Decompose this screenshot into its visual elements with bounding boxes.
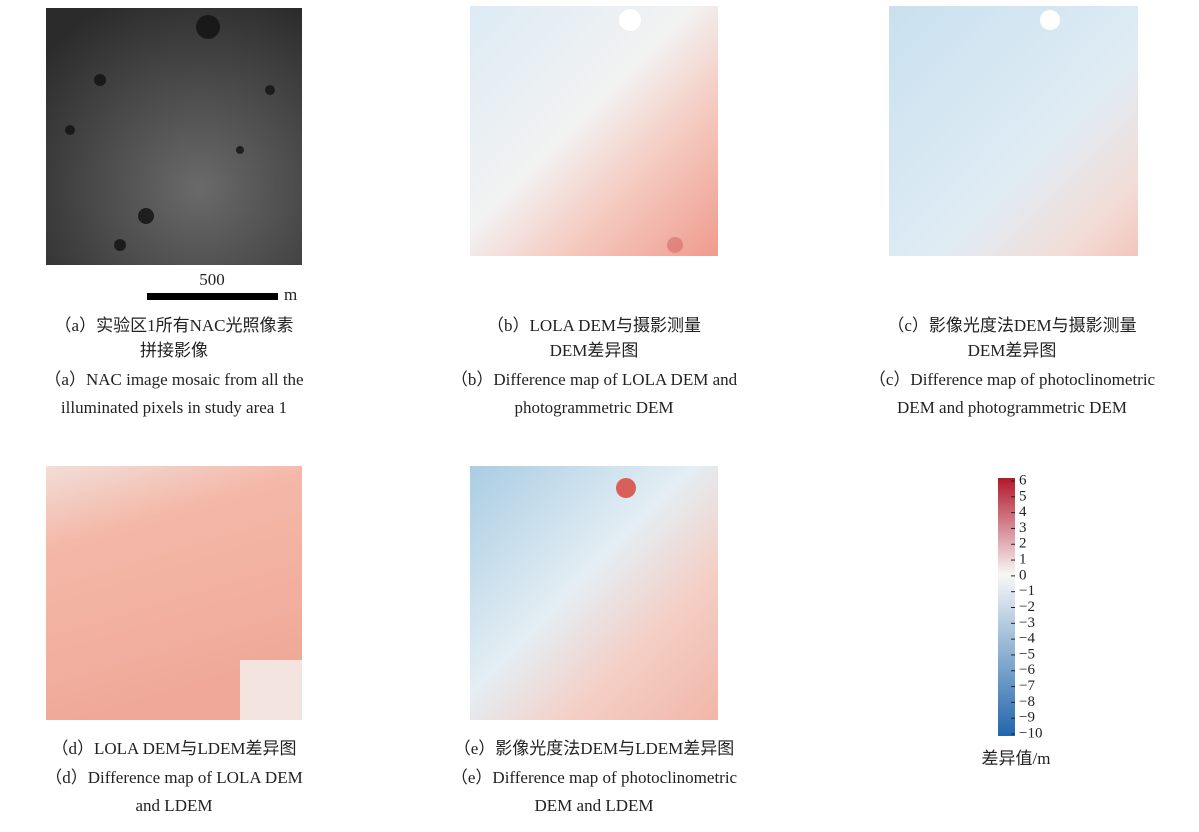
diff-map-b bbox=[470, 6, 718, 256]
caption-cn: （a）实验区1所有NAC光照像素 bbox=[55, 316, 294, 335]
scale-bar bbox=[147, 293, 278, 300]
caption-cn: （d）LOLA DEM与LDEM差异图 bbox=[51, 739, 296, 758]
colorbar-tick-label: 2 bbox=[1019, 536, 1027, 552]
colorbar-tick-label: 1 bbox=[1019, 552, 1027, 568]
caption-cn: DEM差异图 bbox=[550, 341, 639, 360]
caption-cn: 拼接影像 bbox=[140, 341, 208, 360]
colorbar-tick-label: −1 bbox=[1019, 583, 1035, 599]
colorbar-tick-label: 4 bbox=[1019, 504, 1027, 520]
colorbar-tick-label: 0 bbox=[1019, 567, 1027, 583]
colorbar-tick-label: 5 bbox=[1019, 488, 1027, 504]
light-block bbox=[240, 660, 302, 720]
colorbar bbox=[998, 478, 1015, 736]
caption-en: （e）Difference map of photoclinometric bbox=[451, 768, 738, 787]
caption-en: （c）Difference map of photoclinometric bbox=[869, 370, 1156, 389]
colorbar-tick-label: −10 bbox=[1019, 725, 1042, 741]
caption-en: （b）Difference map of LOLA DEM and bbox=[451, 370, 738, 389]
diff-map-e bbox=[470, 466, 718, 720]
caption-en: illuminated pixels in study area 1 bbox=[61, 398, 287, 417]
craters bbox=[65, 15, 275, 251]
colorbar-tick-label: −6 bbox=[1019, 662, 1035, 678]
caption-en: photogrammetric DEM bbox=[514, 398, 673, 417]
colorbar-tick-label: −4 bbox=[1019, 631, 1035, 647]
colorbar-label: 差异值/m bbox=[982, 749, 1051, 768]
caption-en: （a）NAC image mosaic from all the bbox=[44, 370, 303, 389]
scale-bar-unit: m bbox=[284, 285, 297, 304]
hot-spot bbox=[616, 478, 636, 498]
colorbar-tick-label: −5 bbox=[1019, 646, 1035, 662]
hot-spot bbox=[667, 237, 683, 253]
colorbar-tick-label: −2 bbox=[1019, 599, 1035, 615]
caption-cn: （c）影像光度法DEM与摄影测量 bbox=[887, 316, 1136, 335]
blank-spot bbox=[619, 9, 641, 31]
caption-en: （d）Difference map of LOLA DEM bbox=[45, 768, 302, 787]
map-images bbox=[46, 6, 1138, 720]
caption-en: and LDEM bbox=[136, 796, 213, 815]
caption-cn: （b）LOLA DEM与摄影测量 bbox=[487, 316, 701, 335]
colorbar-tick-label: −8 bbox=[1019, 694, 1035, 710]
colorbar-tick-label: −7 bbox=[1019, 678, 1035, 694]
caption-cn: DEM差异图 bbox=[968, 341, 1057, 360]
colorbar-tick-label: 3 bbox=[1019, 520, 1027, 536]
colorbar-tick-label: 6 bbox=[1019, 472, 1027, 488]
caption-en: DEM and LDEM bbox=[535, 796, 654, 815]
caption-cn: （e）影像光度法DEM与LDEM差异图 bbox=[454, 739, 734, 758]
nac-mosaic bbox=[46, 8, 302, 265]
scale-bar-length: 500 bbox=[199, 270, 225, 289]
colorbar-tick-label: −3 bbox=[1019, 615, 1035, 631]
caption-en: DEM and photogrammetric DEM bbox=[897, 398, 1127, 417]
colorbar-tick-label: −9 bbox=[1019, 710, 1035, 726]
blank-spot bbox=[1040, 10, 1060, 30]
diff-map-c bbox=[889, 6, 1138, 256]
